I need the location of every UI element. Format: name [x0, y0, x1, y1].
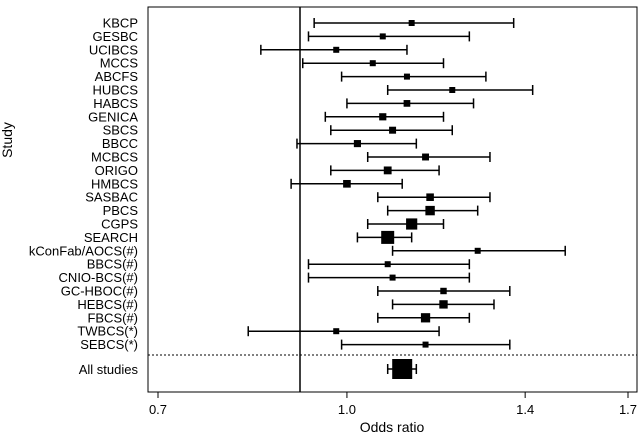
study-row: HMBCS — [91, 176, 403, 191]
study-row: GESBC — [92, 29, 471, 44]
study-label: ABCFS — [95, 69, 139, 84]
study-row: ORIGO — [95, 163, 440, 178]
x-tick-label: 1.4 — [516, 402, 534, 417]
point-estimate — [389, 126, 397, 134]
study-label: TWBCS(*) — [77, 324, 138, 339]
point-estimate — [379, 33, 386, 40]
point-estimate — [406, 218, 418, 230]
point-estimate — [426, 193, 434, 201]
study-label: MCCS — [100, 56, 139, 71]
point-estimate — [422, 341, 429, 348]
study-label: SEBCS(*) — [80, 337, 138, 352]
study-label: kConFab/AOCS(#) — [29, 243, 138, 258]
study-row: FBCS(#) — [87, 310, 471, 325]
study-label: ORIGO — [95, 163, 138, 178]
study-row: CGPS — [101, 217, 445, 232]
study-label: SASBAC — [85, 190, 138, 205]
point-estimate — [333, 46, 340, 53]
point-estimate — [383, 166, 392, 175]
study-row: GC-HBOC(#) — [61, 284, 511, 299]
study-label: BBCS(#) — [87, 257, 138, 272]
study-label: BBCC — [102, 136, 138, 151]
point-estimate — [333, 328, 340, 335]
study-rows: KBCPGESBCUCIBCSMCCSABCFSHUBCSHABCSGENICA… — [29, 16, 566, 352]
study-label: GESBC — [92, 29, 138, 44]
study-row: SBCS — [103, 123, 454, 138]
study-row: SASBAC — [85, 190, 491, 205]
summary-label: All studies — [79, 362, 139, 377]
study-label: SEARCH — [84, 230, 138, 245]
x-axis: 0.7 1.0 1.4 1.7 — [149, 392, 637, 417]
study-row: PBCS — [103, 203, 479, 218]
study-row: HEBCS(#) — [77, 297, 495, 312]
summary-point-estimate — [392, 359, 413, 379]
point-estimate — [420, 313, 431, 323]
study-row: MCBCS — [91, 150, 491, 165]
point-estimate — [408, 20, 415, 26]
study-row: HUBCS — [92, 83, 534, 98]
point-estimate — [343, 179, 351, 188]
point-estimate — [474, 247, 481, 254]
study-label: HEBCS(#) — [77, 297, 138, 312]
study-row: SEBCS(*) — [80, 337, 511, 352]
x-tick-label: 1.7 — [619, 402, 637, 417]
study-label: UCIBCS — [89, 42, 138, 57]
study-row: GENICA — [88, 109, 445, 124]
study-row: TWBCS(*) — [77, 324, 440, 339]
study-label: HMBCS — [91, 176, 138, 191]
x-tick-label: 0.7 — [149, 402, 167, 417]
study-row: kConFab/AOCS(#) — [29, 243, 566, 258]
study-label: GENICA — [88, 109, 138, 124]
study-row: SEARCH — [84, 230, 413, 245]
study-label: CNIO-BCS(#) — [59, 270, 138, 285]
point-estimate — [403, 73, 410, 80]
study-row: ABCFS — [95, 69, 487, 84]
study-row: BBCS(#) — [87, 257, 471, 272]
point-estimate — [403, 100, 411, 107]
point-estimate — [369, 60, 376, 67]
study-row: UCIBCS — [89, 42, 408, 57]
point-estimate — [425, 205, 435, 216]
x-axis-label: Odds ratio — [360, 419, 425, 435]
study-row: BBCC — [102, 136, 418, 151]
study-label: HABCS — [93, 96, 138, 111]
point-estimate — [389, 274, 396, 281]
point-estimate — [384, 261, 391, 268]
point-estimate — [381, 230, 395, 244]
x-tick-label: 1.0 — [338, 402, 356, 417]
study-label: GC-HBOC(#) — [61, 284, 138, 299]
point-estimate — [449, 87, 456, 93]
point-estimate — [353, 140, 361, 148]
point-estimate — [379, 113, 387, 121]
summary-row: All studies — [79, 359, 418, 379]
study-label: PBCS — [103, 203, 139, 218]
study-label: CGPS — [101, 217, 138, 232]
study-label: MCBCS — [91, 150, 138, 165]
study-row: CNIO-BCS(#) — [59, 270, 471, 285]
study-label: FBCS(#) — [87, 310, 138, 325]
study-row: KBCP — [103, 16, 515, 31]
study-row: MCCS — [100, 56, 445, 71]
study-row: HABCS — [93, 96, 475, 111]
point-estimate — [439, 300, 448, 309]
study-label: HUBCS — [92, 83, 138, 98]
y-axis-label: Study — [0, 122, 15, 158]
study-label: SBCS — [103, 123, 139, 138]
plot-frame — [147, 6, 638, 393]
point-estimate — [422, 153, 430, 161]
study-label: KBCP — [103, 16, 138, 31]
point-estimate — [440, 287, 447, 295]
